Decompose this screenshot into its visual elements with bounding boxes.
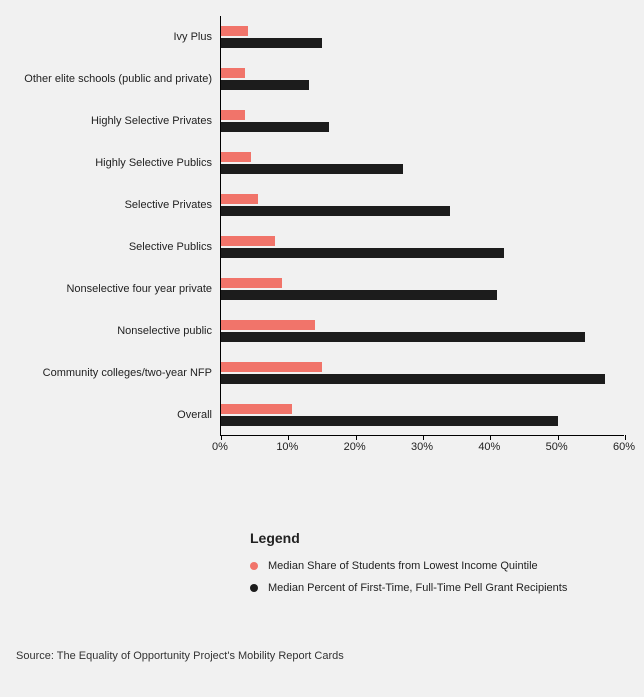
bar-b: [221, 416, 558, 426]
bar-a: [221, 236, 275, 246]
x-tick-label: 20%: [335, 441, 375, 453]
bar-a: [221, 26, 248, 36]
category-label: Ivy Plus: [10, 16, 220, 58]
bar-a: [221, 194, 258, 204]
bar-group: [221, 310, 624, 352]
legend-item: Median Percent of First-Time, Full-Time …: [250, 582, 620, 594]
chart: Ivy PlusOther elite schools (public and …: [10, 16, 634, 476]
bar-a: [221, 362, 322, 372]
category-label: Community colleges/two-year NFP: [10, 352, 220, 394]
bar-group: [221, 394, 624, 436]
x-tick-label: 60%: [604, 441, 644, 453]
x-tick-label: 0%: [200, 441, 240, 453]
bar-group: [221, 58, 624, 100]
bar-b: [221, 248, 504, 258]
bar-group: [221, 352, 624, 394]
bar-b: [221, 80, 309, 90]
category-label: Overall: [10, 394, 220, 436]
bar-a: [221, 278, 282, 288]
x-tick-label: 40%: [469, 441, 509, 453]
category-label: Highly Selective Privates: [10, 100, 220, 142]
source-text: Source: The Equality of Opportunity Proj…: [16, 650, 344, 662]
category-label: Nonselective four year private: [10, 268, 220, 310]
bar-group: [221, 100, 624, 142]
bar-a: [221, 68, 245, 78]
legend: Legend Median Share of Students from Low…: [250, 530, 620, 604]
x-tick-label: 50%: [537, 441, 577, 453]
plot-area: [220, 16, 624, 436]
legend-swatch: [250, 562, 258, 570]
legend-item: Median Share of Students from Lowest Inc…: [250, 560, 620, 572]
category-label: Selective Privates: [10, 184, 220, 226]
legend-swatch: [250, 584, 258, 592]
category-label: Other elite schools (public and private): [10, 58, 220, 100]
bar-b: [221, 38, 322, 48]
category-label: Highly Selective Publics: [10, 142, 220, 184]
bar-b: [221, 206, 450, 216]
legend-label: Median Percent of First-Time, Full-Time …: [268, 582, 567, 594]
legend-label: Median Share of Students from Lowest Inc…: [268, 560, 538, 572]
bar-b: [221, 122, 329, 132]
bar-a: [221, 404, 292, 414]
x-tick-label: 30%: [402, 441, 442, 453]
legend-title: Legend: [250, 530, 620, 546]
bar-b: [221, 290, 497, 300]
legend-items: Median Share of Students from Lowest Inc…: [250, 560, 620, 594]
bar-a: [221, 110, 245, 120]
bar-a: [221, 320, 315, 330]
bar-group: [221, 184, 624, 226]
bar-b: [221, 374, 605, 384]
category-label: Selective Publics: [10, 226, 220, 268]
bar-b: [221, 332, 585, 342]
x-tick-label: 10%: [267, 441, 307, 453]
category-label: Nonselective public: [10, 310, 220, 352]
bar-b: [221, 164, 403, 174]
bar-a: [221, 152, 251, 162]
bar-group: [221, 226, 624, 268]
bar-group: [221, 142, 624, 184]
bar-group: [221, 16, 624, 58]
bar-group: [221, 268, 624, 310]
